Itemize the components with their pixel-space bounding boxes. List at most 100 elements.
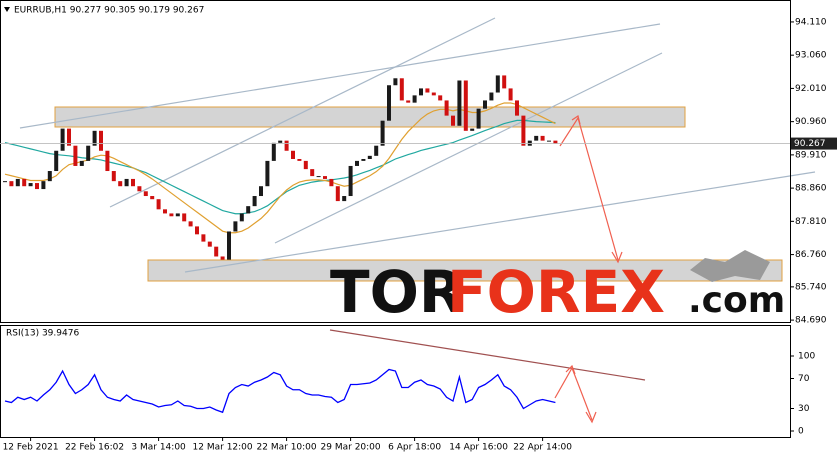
trend-line [274, 52, 663, 244]
rsi-trend-line [329, 329, 646, 381]
candle [393, 78, 398, 86]
candle [457, 80, 462, 126]
y-tick-label: 84.690 [795, 316, 827, 326]
candle [521, 115, 526, 146]
candle [367, 155, 372, 159]
x-tick-label: 12 Mar 12:00 [193, 443, 253, 453]
header-icon [4, 7, 10, 12]
candle [73, 145, 78, 166]
candle [150, 196, 155, 200]
rsi-y-tick-label: 100 [798, 352, 815, 362]
candle [278, 140, 283, 143]
x-tick-label: 22 Apr 14:00 [513, 443, 572, 453]
resistance-zone [54, 106, 686, 128]
candle [182, 213, 187, 222]
candle [35, 183, 39, 190]
support-zone [147, 259, 783, 282]
trend-line [184, 171, 816, 273]
candle [297, 158, 302, 161]
candle [105, 150, 110, 172]
candle [463, 80, 468, 131]
candle [387, 85, 391, 121]
x-tick-label: 3 Mar 14:00 [131, 443, 186, 453]
trend-line [19, 23, 661, 129]
candle [438, 95, 443, 101]
y-tick-label: 92.010 [795, 84, 827, 94]
candle [355, 160, 359, 166]
current-price-box [791, 137, 837, 150]
candle [431, 92, 436, 96]
candle [284, 140, 289, 151]
candle [259, 186, 263, 197]
candle [291, 150, 295, 159]
x-tick-label: 14 Apr 16:00 [449, 443, 508, 453]
candle [406, 100, 411, 103]
y-tick-label: 90.960 [795, 117, 827, 127]
rsi-y-tick-label: 70 [798, 374, 810, 384]
candle [508, 88, 513, 101]
candle [527, 140, 532, 146]
candle [47, 171, 52, 182]
candle [399, 78, 404, 101]
rsi-line [4, 368, 556, 414]
candle [361, 158, 366, 161]
bull-icon [690, 250, 770, 282]
watermark-text: FOREX [447, 258, 665, 326]
candle [15, 178, 20, 187]
arrow-head [565, 364, 597, 424]
candle [92, 130, 97, 146]
candle [201, 234, 206, 242]
candle [470, 128, 475, 131]
y-tick-label: 86.760 [795, 250, 827, 260]
current-price-label: 90.267 [794, 139, 826, 149]
candle [79, 160, 84, 166]
candle [99, 130, 103, 151]
watermark-text: .com [688, 280, 785, 321]
candle [489, 92, 494, 101]
candle [316, 176, 321, 178]
watermark: TOR FOREX .com [330, 250, 785, 326]
candle [220, 256, 225, 260]
watermark-text: TOR [330, 258, 464, 326]
candle [118, 181, 123, 187]
candle [540, 135, 545, 141]
rsi-forecast-arrow [554, 366, 593, 421]
candle [163, 209, 167, 214]
candle [111, 171, 116, 182]
moving-average [4, 102, 556, 234]
candle [265, 160, 270, 187]
candle [348, 165, 353, 197]
candle [60, 128, 65, 151]
candle [137, 186, 142, 192]
candle [547, 140, 551, 142]
y-tick-label: 85.740 [795, 282, 827, 292]
trend-lines [19, 17, 816, 273]
candle [271, 142, 276, 161]
rsi-panel-frame [0, 325, 791, 438]
candle [534, 135, 539, 141]
candle [444, 100, 449, 116]
y-tick-label: 94.110 [795, 17, 827, 27]
candle [476, 108, 481, 129]
candle [502, 75, 507, 89]
candle [207, 241, 212, 247]
candle [143, 191, 148, 197]
trend-line [109, 17, 496, 208]
candle [41, 181, 46, 190]
y-tick-label: 89.910 [795, 150, 827, 160]
candle [175, 213, 180, 217]
candle [380, 120, 385, 146]
candle [515, 100, 519, 116]
candle [86, 145, 91, 161]
candle [3, 181, 7, 183]
candle [323, 176, 327, 179]
main-panel-frame [0, 0, 791, 323]
candle [483, 100, 487, 109]
y-tick-label: 88.860 [795, 184, 827, 194]
x-tick-label: 12 Feb 2021 [3, 443, 59, 453]
x-tick-label: 29 Mar 20:00 [321, 443, 381, 453]
candle [451, 115, 455, 126]
rsi-y-tick-label: 30 [798, 404, 810, 414]
